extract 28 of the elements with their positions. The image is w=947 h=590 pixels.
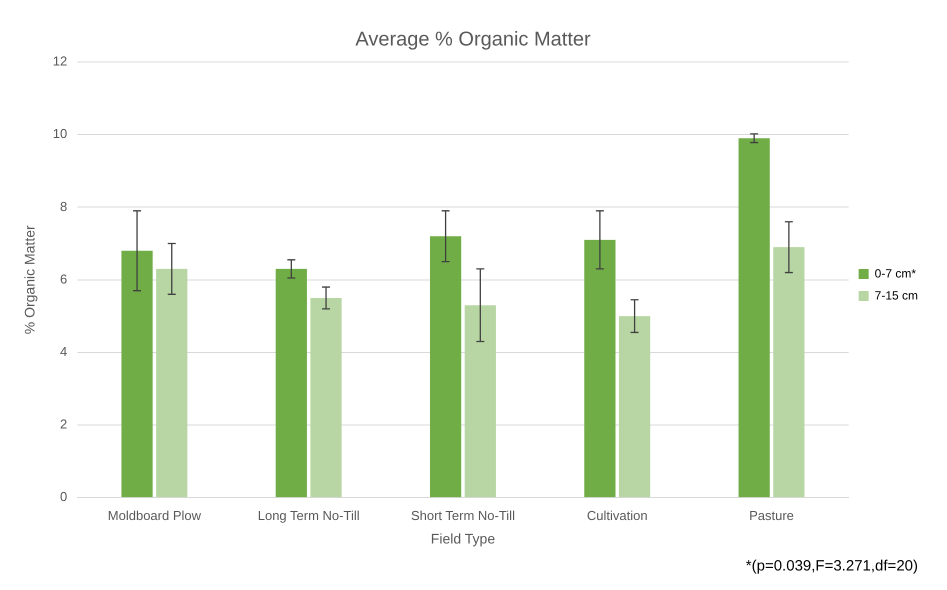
y-axis-title: % Organic Matter [21,225,38,334]
bar [618,316,650,498]
y-tick-label: 0 [60,489,68,504]
y-tick-label: 8 [60,198,68,214]
legend-label: 0-7 cm* [874,266,916,280]
bar [738,138,770,498]
x-tick-label: Long Term No-Till [258,508,360,523]
bar [121,250,153,498]
y-tick-label: 4 [60,344,68,359]
legend-label: 7-15 cm [874,288,918,302]
y-tick-label: 12 [52,54,68,69]
bar [464,305,496,498]
chart-title: Average % Organic Matter [355,28,591,51]
bar [310,298,342,498]
text: *(p=0.039,F=3.271,df=20) [746,558,918,575]
x-tick-label: Short Term No-Till [410,508,516,523]
x-tick-label: Pasture [749,508,794,523]
bar [276,268,307,498]
y-tick-label: 10 [52,126,68,142]
x-tick-label: Cultivation [586,508,648,523]
x-axis-title: Field Type [430,530,496,546]
bar [773,247,804,498]
bar [156,268,188,498]
y-tick-label: 6 [60,271,68,286]
bar [430,236,462,498]
x-tick-label: Moldboard Plow [108,508,202,523]
y-tick-label: 2 [60,416,68,432]
bar [584,240,616,498]
